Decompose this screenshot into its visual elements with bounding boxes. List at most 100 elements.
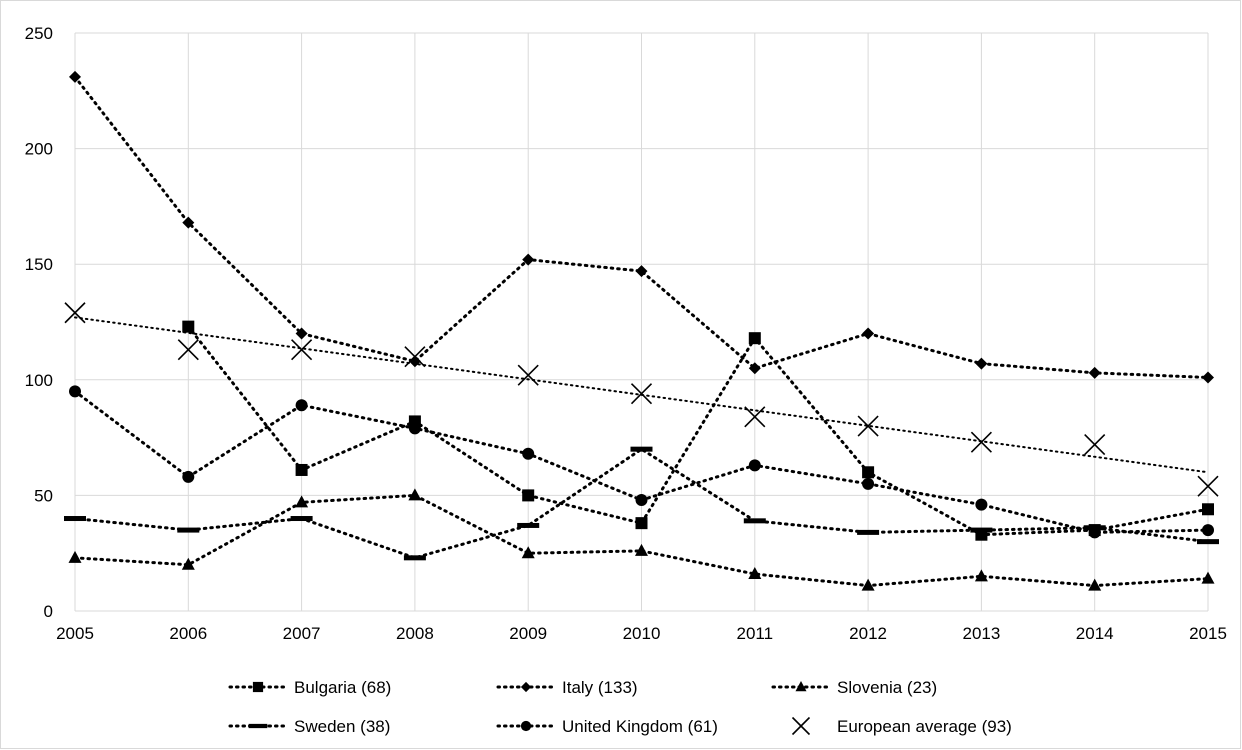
circle-marker (182, 470, 195, 483)
legend-label: United Kingdom (61) (562, 717, 718, 736)
dash-marker (177, 527, 200, 533)
legend-label: Bulgaria (68) (294, 678, 391, 697)
x-tick-label: 2007 (283, 624, 321, 643)
legend-label: European average (93) (837, 717, 1012, 736)
series-group (64, 70, 1219, 591)
triangle-marker (181, 557, 195, 570)
diamond-marker (635, 265, 648, 278)
dash-marker (743, 518, 766, 524)
x-marker (1197, 475, 1219, 497)
x-marker (517, 364, 539, 386)
diamond-marker (748, 362, 761, 375)
diamond-marker (182, 216, 195, 229)
square-marker (182, 320, 195, 333)
x-tick-label: 2005 (56, 624, 94, 643)
x-marker (857, 415, 879, 437)
legend: Bulgaria (68) Italy (133) Slovenia (23) Swe… (228, 678, 1012, 736)
square-marker (862, 466, 875, 479)
circle-marker (520, 720, 532, 732)
legend-item-european-average: European average (93) (791, 716, 1012, 736)
dash-marker (290, 516, 313, 522)
circle-marker (1202, 524, 1214, 537)
legend-item-italy: Italy (133) (496, 678, 638, 697)
dash-marker (64, 516, 86, 522)
y-tick-label: 150 (25, 255, 53, 274)
triangle-marker (408, 488, 422, 501)
triangle-marker (68, 550, 82, 563)
diamond-marker (522, 253, 535, 266)
circle-marker (408, 422, 421, 435)
legend-label: Italy (133) (562, 678, 638, 697)
triangle-marker (748, 567, 762, 580)
trend-line (74, 316, 1209, 474)
x-stroke (64, 302, 86, 324)
series-united-kingdom (69, 385, 1214, 539)
y-tick-label: 50 (34, 486, 53, 505)
legend-item-sweden: Sweden (38) (228, 717, 390, 736)
diamond-marker (295, 327, 308, 340)
square-marker (252, 681, 264, 693)
x-stroke (177, 339, 199, 361)
y-tick-label: 100 (25, 371, 53, 390)
grid-lines (74, 32, 1209, 612)
x-tick-label: 2010 (623, 624, 661, 643)
x-stroke (404, 346, 426, 368)
triangle-marker (1088, 578, 1102, 591)
x-tick-label: 2014 (1076, 624, 1114, 643)
x-stroke (1084, 433, 1106, 456)
x-tick-label: 2012 (849, 624, 887, 643)
x-stroke (291, 339, 313, 361)
x-stroke (791, 716, 811, 736)
x-stroke (744, 406, 766, 428)
diamond-marker (862, 327, 875, 340)
circle-marker (635, 494, 648, 507)
dash-marker (403, 555, 426, 561)
x-stroke (970, 431, 992, 453)
x-tick-label: 2015 (1189, 624, 1227, 643)
dash-marker (517, 522, 540, 528)
triangle-marker (295, 495, 309, 508)
triangle-marker (1201, 571, 1215, 584)
legend-item-bulgaria: Bulgaria (68) (228, 678, 391, 697)
series-european-average (64, 302, 1219, 497)
x-marker (64, 302, 86, 324)
triangle-marker (861, 578, 875, 591)
legend-item-slovenia: Slovenia (23) (771, 678, 937, 697)
diamond-marker (1202, 371, 1214, 384)
dash-marker (970, 527, 993, 533)
x-tick-label: 2006 (169, 624, 207, 643)
y-tick-label: 250 (25, 24, 53, 43)
x-tick-label: 2011 (737, 624, 774, 643)
square-marker (635, 517, 648, 530)
circle-marker (1088, 526, 1101, 539)
y-axis-ticks: 0 50 100 150 200 250 (25, 24, 53, 621)
diamond-marker (69, 70, 81, 83)
diamond-marker (975, 357, 988, 370)
diamond-marker (1088, 366, 1101, 379)
series-line (73, 447, 1210, 560)
diamond-marker (520, 681, 532, 693)
circle-marker (975, 498, 988, 511)
x-stroke (517, 364, 539, 386)
x-stroke (857, 415, 879, 437)
triangle-marker (974, 569, 988, 582)
dash-marker (248, 723, 268, 729)
triangle-marker (635, 543, 648, 556)
x-marker (291, 339, 313, 361)
square-marker (1202, 503, 1214, 516)
dash-marker (857, 529, 880, 535)
x-tick-label: 2008 (396, 624, 434, 643)
x-marker (970, 431, 992, 453)
x-stroke (1197, 475, 1219, 497)
legend-label: Slovenia (23) (837, 678, 937, 697)
legend-label: Sweden (38) (294, 717, 390, 736)
x-tick-label: 2009 (509, 624, 547, 643)
x-axis-ticks: 2005 2006 2007 2008 2009 2010 2011 2012 2013 2014… (56, 624, 1227, 643)
circle-marker (69, 385, 81, 398)
series-slovenia (68, 488, 1215, 591)
square-marker (748, 332, 761, 345)
series-line (186, 325, 1210, 537)
y-tick-label: 0 (44, 602, 53, 621)
